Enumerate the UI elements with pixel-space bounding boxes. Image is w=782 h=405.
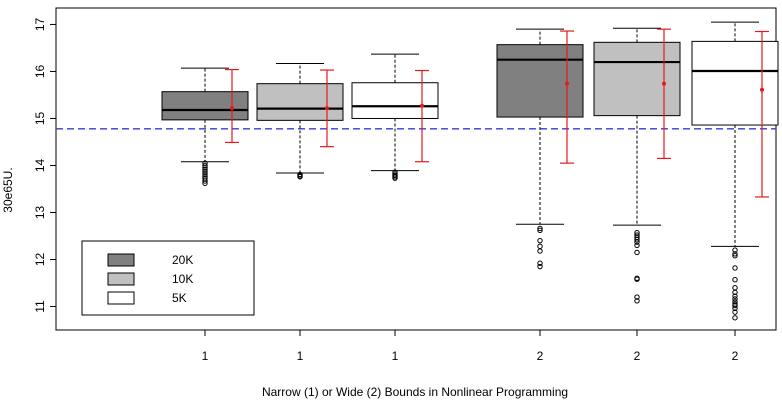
y-tick-label: 17 — [33, 17, 47, 31]
x-tick-label: 1 — [202, 349, 209, 363]
mean-point — [230, 106, 234, 111]
y-tick-label: 13 — [33, 205, 47, 219]
box-1-5K — [351, 53, 439, 181]
legend-label-5K: 5K — [172, 291, 187, 305]
box-iqr — [256, 83, 344, 121]
outlier-point — [634, 294, 640, 300]
box-iqr — [161, 91, 249, 121]
outlier-point — [732, 253, 738, 259]
box-2-20K — [496, 28, 584, 270]
outlier-point — [537, 248, 543, 254]
outlier-point — [202, 166, 208, 172]
x-axis: 1 1 1 2 2 2 — [202, 330, 739, 363]
mean-point — [325, 106, 329, 111]
legend: 20K 10K 5K — [81, 240, 255, 316]
outlier-point — [732, 265, 738, 271]
outlier-point — [202, 168, 208, 174]
box-1-10K — [256, 62, 344, 180]
x-tick-label: 2 — [634, 349, 641, 363]
outlier-point — [537, 263, 543, 270]
y-tick-label: 14 — [33, 158, 47, 172]
legend-swatch-10K — [107, 272, 135, 286]
outlier-point — [537, 227, 543, 234]
box-iqr — [351, 82, 439, 119]
box-2-5K — [691, 21, 779, 321]
outlier-point — [537, 237, 543, 244]
y-tick-label: 16 — [33, 64, 47, 78]
outlier-point — [634, 237, 640, 243]
outlier-point — [297, 174, 303, 180]
box-iqr — [691, 40, 779, 126]
outlier-point — [732, 251, 738, 257]
box-iqr — [496, 44, 584, 118]
outlier-point — [732, 289, 738, 296]
y-tick-label: 11 — [33, 300, 47, 313]
outlier-point — [202, 172, 208, 178]
x-tick-label: 1 — [392, 349, 399, 363]
outlier-point — [634, 276, 640, 282]
outlier-point — [732, 296, 738, 302]
outlier-point — [537, 225, 543, 232]
y-axis-title: 30e65U. — [1, 167, 15, 212]
x-tick-label: 1 — [297, 349, 304, 363]
outlier-point — [732, 305, 738, 312]
outlier-point — [634, 249, 640, 256]
box-group — [161, 21, 779, 321]
outlier-point — [202, 170, 208, 176]
outlier-point — [202, 162, 208, 169]
outlier-point — [732, 277, 738, 283]
outlier-point — [202, 164, 208, 171]
legend-swatch-5K — [107, 291, 135, 305]
y-tick-label: 12 — [33, 252, 47, 266]
box-iqr — [593, 41, 681, 117]
outlier-point — [634, 298, 640, 304]
x-tick-label: 2 — [537, 349, 544, 363]
outlier-point — [732, 299, 738, 305]
outlier-point — [537, 260, 543, 266]
outlier-point — [732, 293, 738, 299]
y-axis: 11 12 13 14 15 16 17 — [33, 17, 56, 313]
outlier-point — [732, 247, 738, 253]
outlier-point — [634, 242, 640, 249]
outlier-point — [732, 302, 738, 309]
mean-point — [760, 87, 764, 92]
outlier-point — [392, 175, 398, 181]
outlier-point — [732, 315, 738, 321]
outlier-point — [202, 180, 208, 187]
mean-point — [565, 81, 569, 86]
legend-swatch-20K — [107, 253, 135, 267]
x-tick-label: 2 — [732, 349, 739, 363]
y-tick-label: 15 — [33, 111, 47, 125]
outlier-point — [634, 239, 640, 245]
box-1-20K — [161, 67, 249, 187]
box-2-10K — [593, 27, 681, 304]
outlier-point — [732, 309, 738, 315]
legend-label-20K: 20K — [172, 253, 193, 267]
x-axis-title: Narrow (1) or Wide (2) Bounds in Nonline… — [262, 385, 568, 399]
mean-point — [662, 81, 666, 86]
mean-point — [420, 103, 424, 108]
outlier-point — [202, 178, 208, 184]
legend-label-10K: 10K — [172, 272, 193, 286]
